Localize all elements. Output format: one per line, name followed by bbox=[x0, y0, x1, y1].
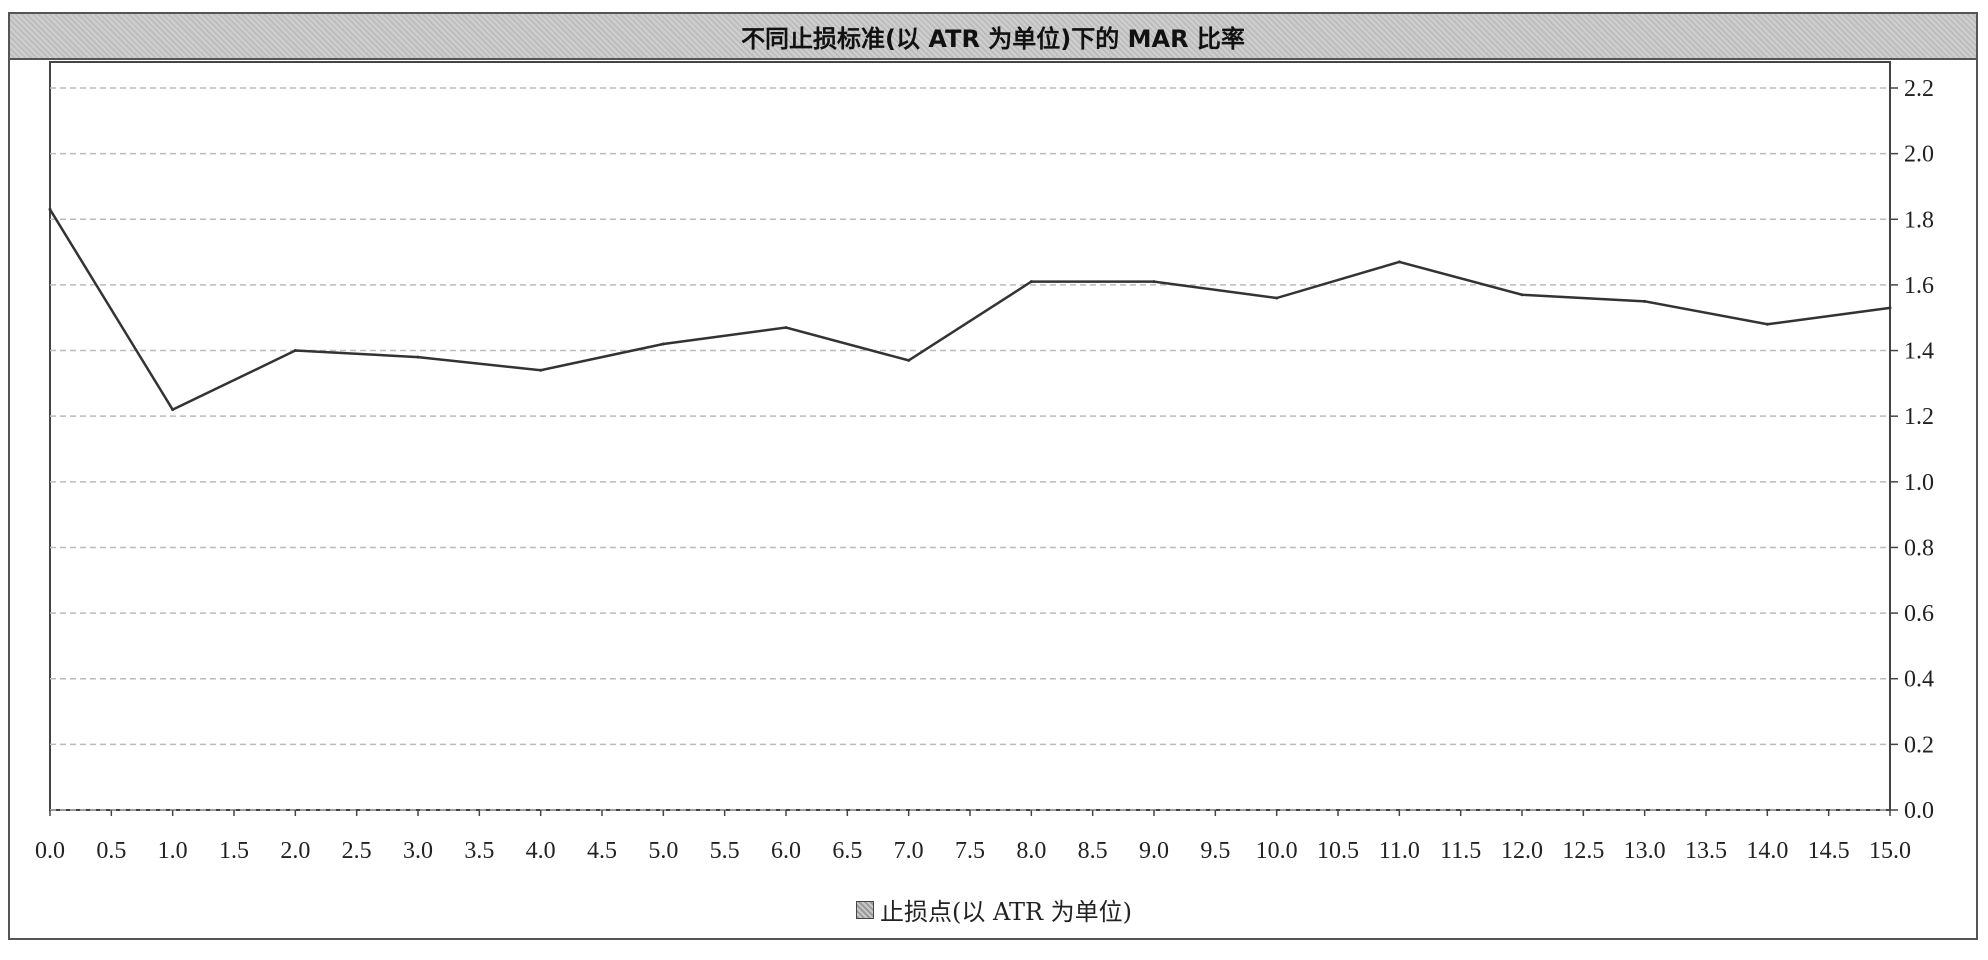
x-tick-label: 1.0 bbox=[158, 838, 188, 864]
x-tick-label: 5.5 bbox=[710, 838, 740, 864]
chart-frame: 不同止损标准(以 ATR 为单位)下的 MAR 比率 bbox=[8, 12, 1978, 940]
y-tick-label: 1.6 bbox=[1904, 273, 1934, 299]
x-tick-label: 8.5 bbox=[1078, 838, 1108, 864]
y-tick-label: 1.2 bbox=[1904, 404, 1934, 430]
x-tick-label: 14.5 bbox=[1808, 838, 1850, 864]
x-tick-label: 12.0 bbox=[1501, 838, 1543, 864]
x-tick-label: 11.5 bbox=[1440, 838, 1481, 864]
data-point bbox=[1888, 306, 1892, 310]
x-tick-label: 10.5 bbox=[1317, 838, 1359, 864]
data-point bbox=[48, 207, 52, 211]
y-tick-label: 0.2 bbox=[1904, 732, 1934, 758]
x-tick-label: 13.0 bbox=[1624, 838, 1666, 864]
x-tick-label: 13.5 bbox=[1685, 838, 1727, 864]
x-tick-label: 8.0 bbox=[1016, 838, 1046, 864]
chart-title-bar: 不同止损标准(以 ATR 为单位)下的 MAR 比率 bbox=[10, 14, 1976, 60]
x-tick-label: 1.5 bbox=[219, 838, 249, 864]
x-tick-label: 5.0 bbox=[648, 838, 678, 864]
data-point bbox=[293, 349, 297, 353]
x-tick-label: 12.5 bbox=[1562, 838, 1604, 864]
y-tick-label: 2.0 bbox=[1904, 142, 1934, 168]
data-point bbox=[1275, 296, 1279, 300]
data-point bbox=[1152, 280, 1156, 284]
x-tick-label: 7.0 bbox=[894, 838, 924, 864]
data-point bbox=[171, 408, 175, 412]
x-tick-label: 0.5 bbox=[96, 838, 126, 864]
data-point bbox=[1643, 299, 1647, 303]
x-tick-label: 6.5 bbox=[832, 838, 862, 864]
x-tick-label: 2.0 bbox=[280, 838, 310, 864]
y-tick-label: 0.4 bbox=[1904, 667, 1934, 693]
y-tick-label: 0.0 bbox=[1904, 798, 1934, 824]
data-point bbox=[1029, 280, 1033, 284]
y-tick-label: 1.8 bbox=[1904, 207, 1934, 233]
y-tick-label: 0.6 bbox=[1904, 601, 1934, 627]
x-tick-label: 6.0 bbox=[771, 838, 801, 864]
legend-label: 止损点(以 ATR 为单位) bbox=[879, 898, 1133, 926]
x-tick-label: 11.0 bbox=[1379, 838, 1420, 864]
plot-area-border bbox=[49, 61, 1891, 811]
x-tick-label: 9.0 bbox=[1139, 838, 1169, 864]
data-point bbox=[1397, 260, 1401, 264]
legend-swatch bbox=[855, 900, 874, 919]
data-point bbox=[907, 358, 911, 362]
x-tick-label: 15.0 bbox=[1869, 838, 1911, 864]
x-tick-label: 3.0 bbox=[403, 838, 433, 864]
y-tick-label: 2.2 bbox=[1904, 76, 1934, 102]
x-tick-label: 0.0 bbox=[35, 838, 65, 864]
y-tick-label: 1.4 bbox=[1904, 339, 1934, 365]
data-point bbox=[1520, 293, 1524, 297]
x-tick-label: 10.0 bbox=[1256, 838, 1298, 864]
y-tick-label: 0.8 bbox=[1904, 535, 1934, 561]
x-tick-label: 4.0 bbox=[526, 838, 556, 864]
x-tick-label: 3.5 bbox=[464, 838, 494, 864]
chart-title: 不同止损标准(以 ATR 为单位)下的 MAR 比率 bbox=[741, 24, 1245, 53]
x-tick-label: 2.5 bbox=[342, 838, 372, 864]
x-tick-label: 4.5 bbox=[587, 838, 617, 864]
chart-legend: 止损点(以 ATR 为单位) bbox=[0, 892, 1988, 927]
y-tick-label: 1.0 bbox=[1904, 470, 1934, 496]
x-tick-label: 14.0 bbox=[1746, 838, 1788, 864]
data-point bbox=[661, 342, 665, 346]
x-tick-label: 7.5 bbox=[955, 838, 985, 864]
data-point bbox=[416, 355, 420, 359]
x-tick-label: 9.5 bbox=[1200, 838, 1230, 864]
series-line bbox=[48, 208, 1891, 412]
data-point bbox=[1765, 322, 1769, 326]
data-point bbox=[784, 326, 788, 330]
data-point bbox=[539, 368, 543, 372]
